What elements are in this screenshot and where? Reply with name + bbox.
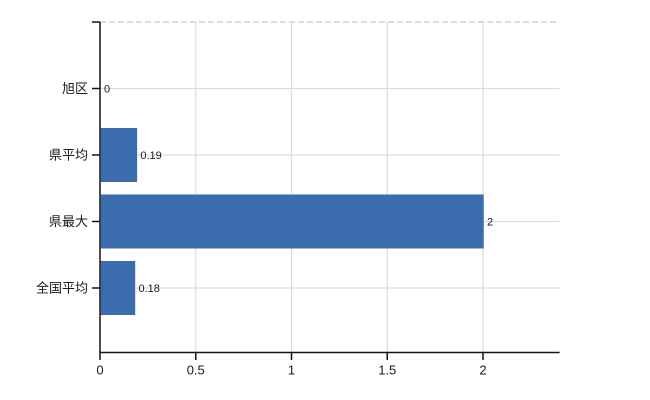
value-label-2: 2 [487,217,493,229]
bar-3 [100,261,136,315]
bar-2 [100,194,484,249]
x-tick-label: 2 [479,363,486,378]
x-tick-label: 1.5 [378,363,396,378]
category-label-3: 全国平均 [36,281,88,296]
value-label-3: 0.18 [138,283,159,295]
category-label-2: 県最大 [49,214,88,229]
value-label-1: 0.19 [140,150,161,162]
value-label-0: 0 [104,84,110,96]
x-tick-label: 0.5 [187,363,205,378]
bar-1 [100,128,138,182]
x-tick-label: 1 [288,363,295,378]
category-label-0: 旭区 [62,81,88,96]
x-tick-label: 0 [96,363,103,378]
category-label-1: 県平均 [49,148,88,163]
